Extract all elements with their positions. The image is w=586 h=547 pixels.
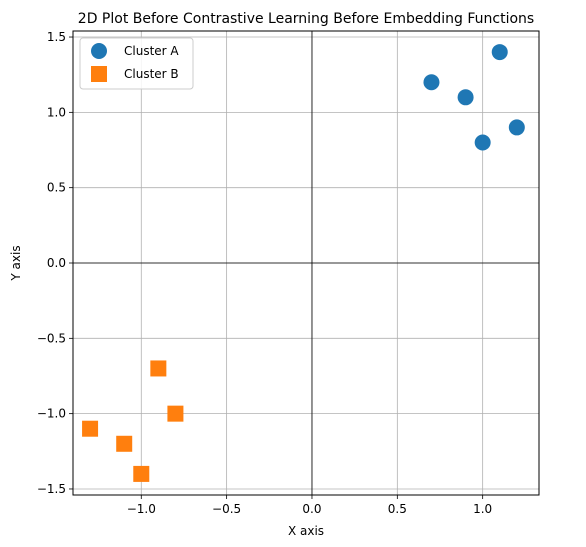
x-tick-label: 0.0 — [302, 502, 321, 516]
x-tick-label: −0.5 — [212, 502, 241, 516]
data-point-square — [133, 465, 150, 482]
data-point-square — [82, 420, 99, 437]
data-point-circle — [491, 44, 508, 61]
zero-lines — [73, 31, 539, 495]
data-points — [82, 44, 525, 482]
y-tick-label: 0.5 — [47, 181, 66, 195]
y-axis-label: Y axis — [9, 245, 23, 281]
axis-ticks: −1.0 −0.5 0.0 0.5 1.0 −1.5 −1.0 −0.5 0.0 0.5 1.0 1.… — [37, 30, 492, 516]
data-point-circle — [508, 119, 525, 136]
data-point-square — [150, 360, 167, 377]
data-point-circle — [457, 89, 474, 106]
y-tick-label: −1.5 — [37, 482, 66, 496]
data-point-square — [167, 405, 184, 422]
y-tick-label: 0.0 — [47, 256, 66, 270]
x-tick-label: 1.0 — [473, 502, 492, 516]
legend: Cluster A Cluster B — [79, 37, 194, 90]
data-point-square — [116, 435, 133, 452]
y-tick-label: 1.5 — [47, 30, 66, 44]
data-point-circle — [474, 134, 491, 151]
legend-marker-circle — [91, 43, 107, 59]
y-tick-label: −1.0 — [37, 407, 66, 421]
chart-title: 2D Plot Before Contrastive Learning Befo… — [78, 11, 534, 27]
x-tick-label: 0.5 — [388, 502, 407, 516]
legend-label: Cluster B — [124, 67, 179, 81]
x-tick-label: −1.0 — [127, 502, 156, 516]
legend-marker-square — [91, 66, 107, 82]
x-axis-label: X axis — [288, 524, 324, 538]
legend-box — [79, 37, 194, 90]
y-tick-label: −0.5 — [37, 331, 66, 345]
legend-label: Cluster A — [124, 44, 179, 58]
y-tick-label: 1.0 — [47, 105, 66, 119]
data-point-circle — [423, 74, 440, 91]
